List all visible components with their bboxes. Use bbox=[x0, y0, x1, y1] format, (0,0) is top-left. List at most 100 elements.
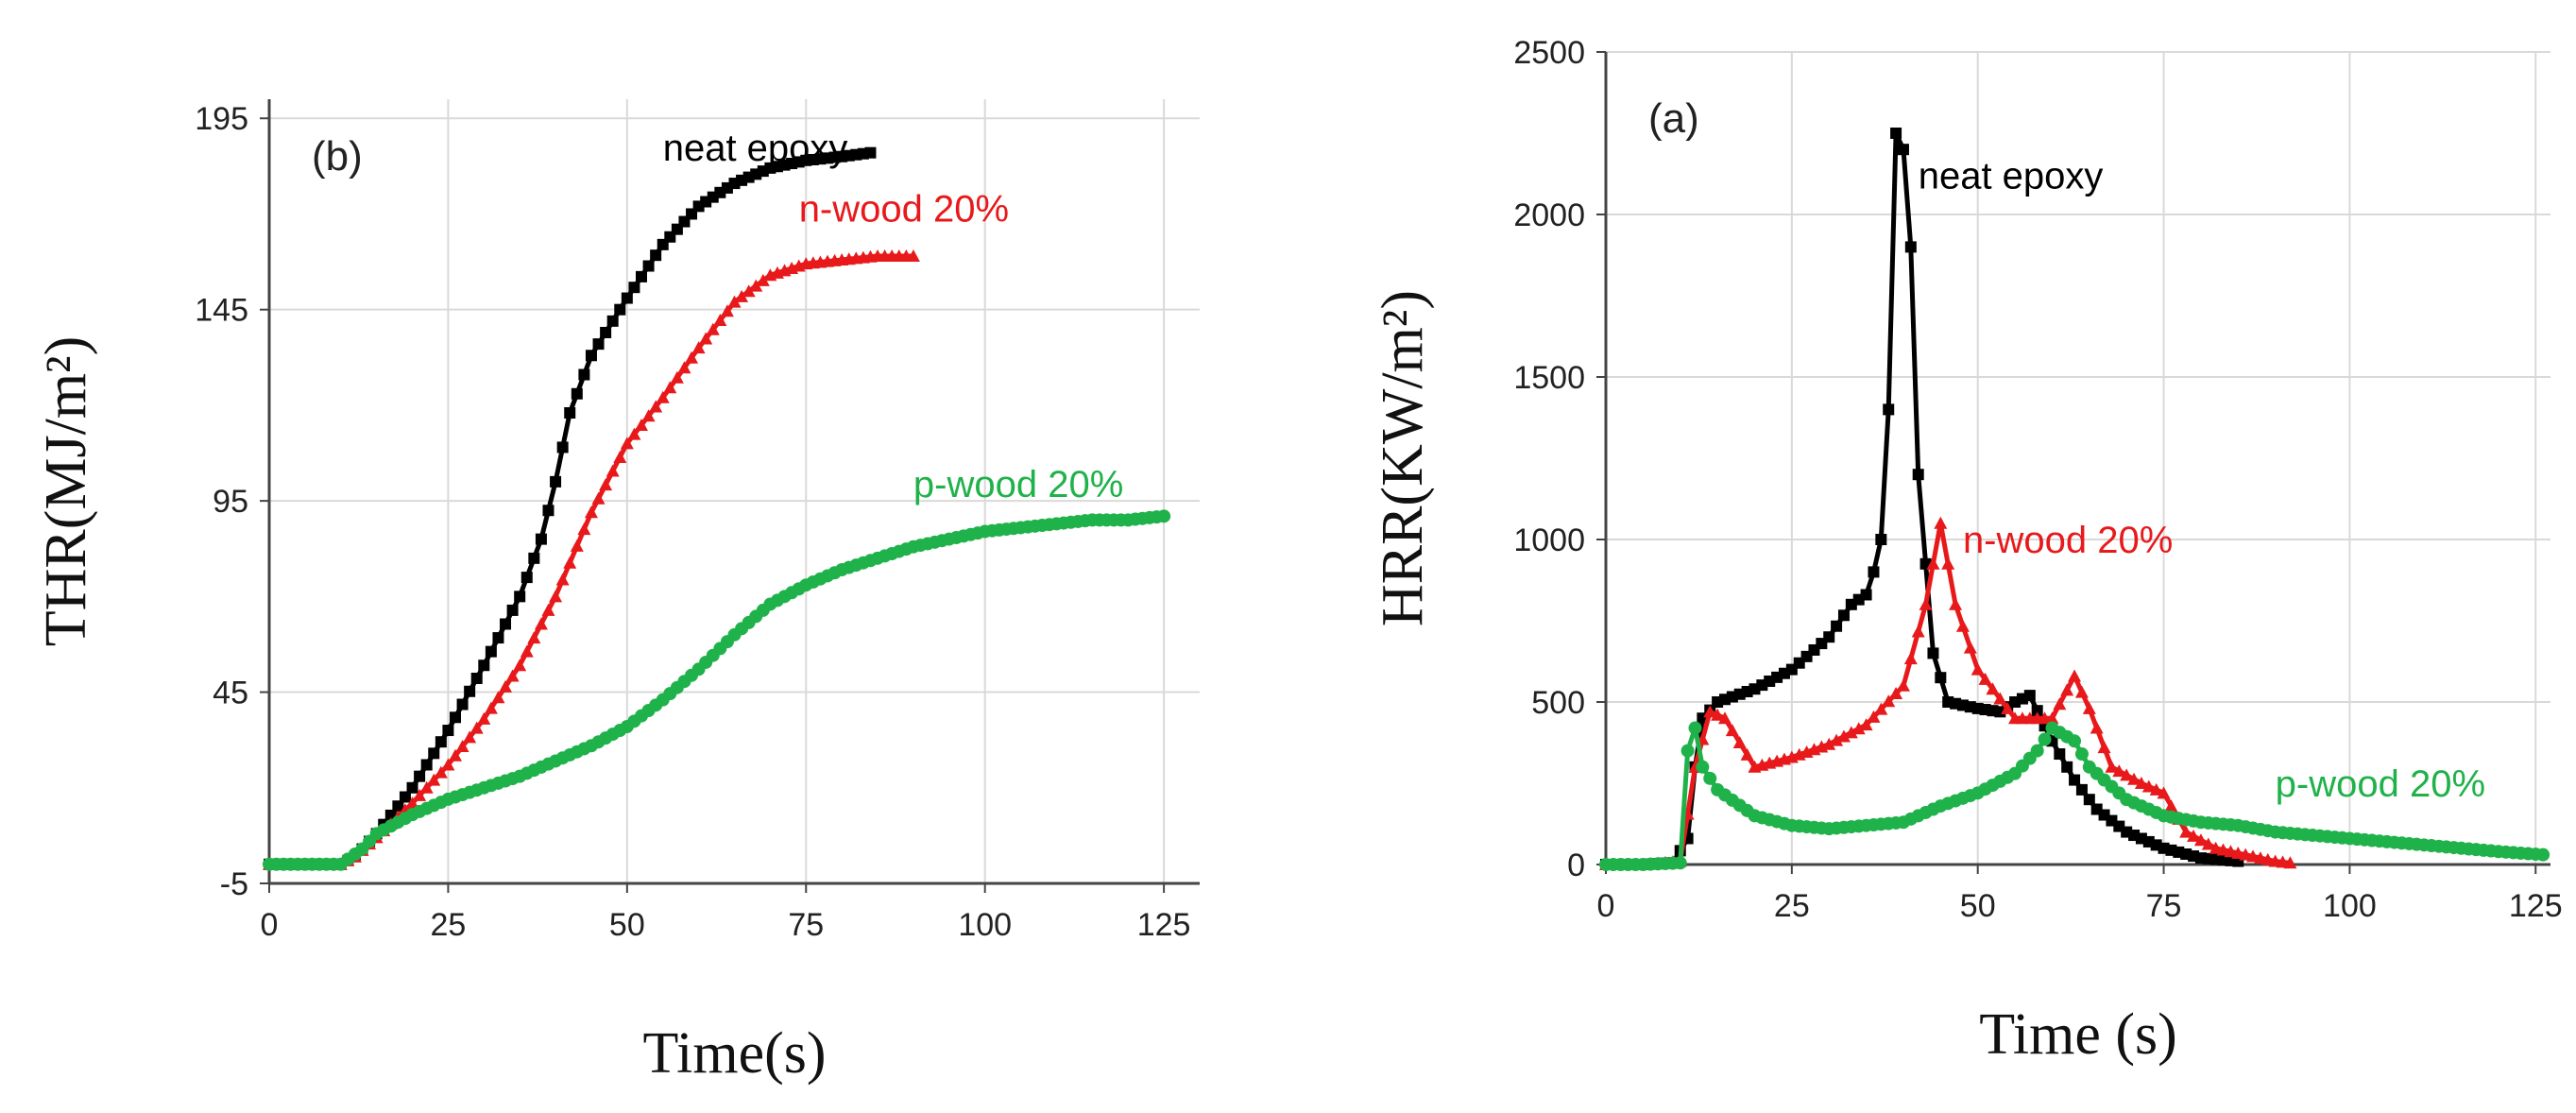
x-tick-label: 50 bbox=[1960, 888, 1996, 924]
data-point bbox=[670, 370, 684, 384]
data-point bbox=[492, 632, 504, 644]
data-point bbox=[477, 711, 491, 725]
data-point bbox=[1703, 705, 1717, 718]
x-tick-label: 25 bbox=[431, 907, 467, 943]
data-point bbox=[749, 279, 763, 292]
data-point bbox=[1955, 619, 1970, 632]
data-point bbox=[442, 725, 454, 737]
data-point bbox=[1844, 726, 1858, 739]
data-point bbox=[706, 322, 720, 335]
data-point bbox=[691, 341, 706, 354]
data-point bbox=[2179, 825, 2193, 838]
data-point bbox=[1934, 516, 1948, 529]
data-point bbox=[399, 791, 411, 803]
data-point bbox=[1157, 509, 1171, 523]
panel-label: (a) bbox=[1648, 95, 1699, 142]
data-point bbox=[663, 381, 677, 394]
y-tick-label: 2500 bbox=[1513, 35, 1585, 71]
data-point bbox=[2536, 848, 2550, 862]
data-point bbox=[699, 332, 713, 345]
series-markers bbox=[1599, 721, 2550, 871]
data-point bbox=[727, 295, 742, 308]
data-point bbox=[1717, 711, 1732, 725]
data-point bbox=[2083, 794, 2095, 806]
y-axis-title: THR(MJ/m²) bbox=[34, 336, 98, 647]
data-point bbox=[1830, 733, 1844, 746]
data-point bbox=[642, 260, 655, 272]
data-point bbox=[549, 590, 563, 603]
y-tick-label: 145 bbox=[195, 293, 248, 329]
series-label: neat epoxy bbox=[1919, 155, 2104, 197]
data-point bbox=[2120, 768, 2134, 781]
data-point bbox=[713, 314, 727, 327]
y-tick-label: 500 bbox=[1531, 685, 1585, 721]
data-point bbox=[1986, 682, 2000, 695]
data-point bbox=[641, 409, 656, 422]
thr-chart: 0 25 50 75 100 125 -5 45 95 145 195 Time(s) THR(MJ/m… bbox=[34, 99, 1200, 1086]
data-point bbox=[657, 238, 669, 250]
data-point bbox=[2031, 705, 2043, 717]
data-point bbox=[2045, 711, 2059, 725]
hrr-chart: 0 25 50 75 100 125 0 500 1000 1500 2000 2500 Time (s… bbox=[1371, 35, 2563, 1067]
data-point bbox=[2283, 856, 2297, 869]
series-label: n-wood 20% bbox=[799, 189, 1009, 231]
y-tick-label: -5 bbox=[220, 866, 248, 902]
data-point bbox=[420, 759, 433, 771]
data-point bbox=[550, 475, 562, 488]
data-point bbox=[1851, 722, 1866, 735]
data-point bbox=[514, 591, 526, 603]
data-point bbox=[636, 270, 647, 283]
data-point bbox=[449, 748, 462, 762]
data-point bbox=[1927, 647, 1939, 659]
x-tick-label: 50 bbox=[609, 907, 645, 943]
data-point bbox=[534, 617, 548, 630]
data-point bbox=[478, 659, 490, 672]
data-point bbox=[2023, 690, 2036, 702]
data-point bbox=[463, 730, 477, 744]
data-point bbox=[2253, 851, 2267, 865]
data-point bbox=[450, 711, 461, 724]
x-tick-label: 0 bbox=[1597, 888, 1615, 924]
data-point bbox=[1831, 620, 1843, 632]
data-point bbox=[2001, 701, 2015, 714]
data-point bbox=[1688, 721, 1702, 735]
data-point bbox=[742, 284, 756, 298]
data-point bbox=[500, 618, 512, 630]
data-point bbox=[578, 368, 590, 381]
data-point bbox=[606, 315, 619, 327]
data-point bbox=[735, 289, 749, 302]
data-point bbox=[505, 669, 520, 682]
data-point bbox=[564, 407, 576, 419]
x-tick-label: 25 bbox=[1774, 888, 1810, 924]
data-point bbox=[1680, 744, 1695, 758]
data-point bbox=[441, 758, 455, 771]
data-point bbox=[2224, 845, 2238, 858]
data-point bbox=[1919, 597, 1933, 610]
data-point bbox=[2097, 741, 2111, 754]
y-tick-label: 45 bbox=[213, 676, 248, 711]
data-point bbox=[428, 747, 440, 760]
data-point bbox=[1882, 694, 1896, 708]
data-point bbox=[685, 351, 699, 364]
data-point bbox=[491, 691, 505, 704]
x-axis-title: Time (s) bbox=[1979, 1002, 2177, 1067]
data-point bbox=[2141, 779, 2156, 793]
data-point bbox=[2053, 697, 2067, 711]
data-point bbox=[1867, 710, 1881, 723]
data-point bbox=[2164, 799, 2178, 813]
data-point bbox=[1696, 760, 1710, 774]
data-point bbox=[485, 645, 497, 658]
data-point bbox=[2082, 701, 2096, 714]
data-point bbox=[864, 146, 877, 159]
data-point bbox=[1890, 128, 1902, 139]
y-tick-label: 2000 bbox=[1513, 197, 1585, 233]
data-point bbox=[1935, 672, 1947, 684]
data-point bbox=[2068, 734, 2082, 748]
data-point bbox=[469, 721, 484, 734]
data-point bbox=[542, 505, 554, 517]
data-point bbox=[1963, 641, 1977, 654]
data-point bbox=[656, 390, 670, 403]
data-point bbox=[585, 350, 597, 362]
data-point bbox=[1859, 718, 1873, 731]
data-point bbox=[614, 303, 626, 316]
